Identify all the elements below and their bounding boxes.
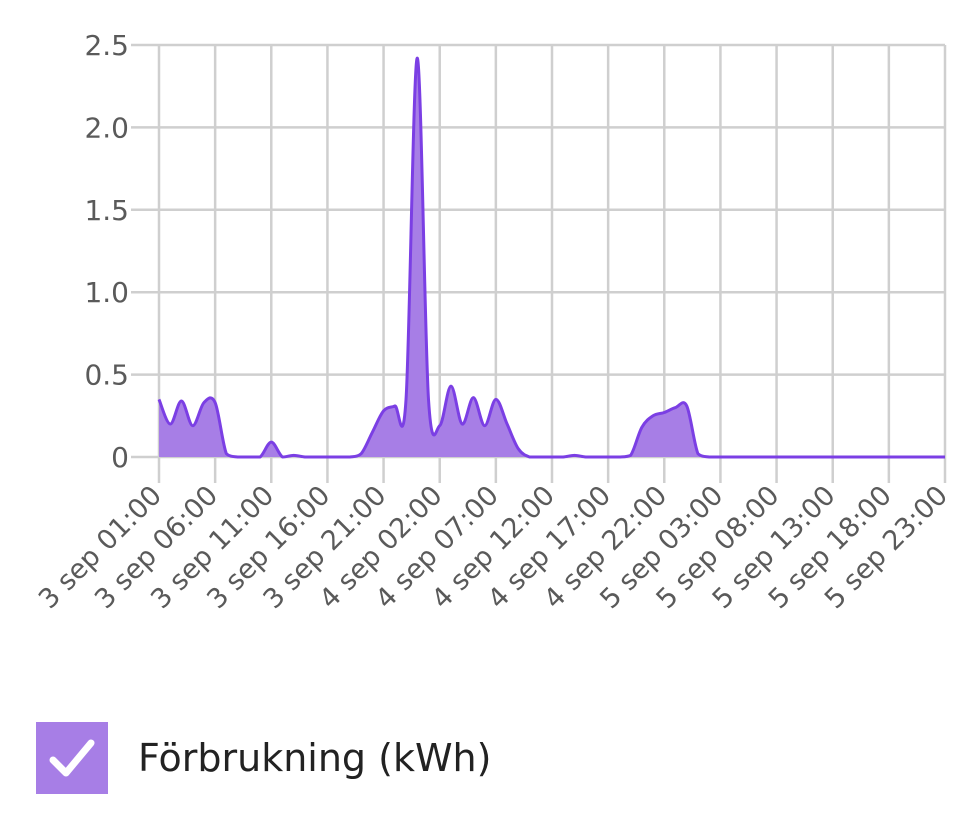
- chart-legend: Förbrukning (kWh): [36, 722, 491, 794]
- x-axis-ticks: 3 sep 01:003 sep 06:003 sep 11:003 sep 1…: [33, 480, 954, 615]
- y-tick-label: 1.5: [84, 194, 129, 227]
- y-tick-label: 0: [111, 441, 129, 474]
- legend-label: Förbrukning (kWh): [138, 736, 492, 780]
- legend-checkbox[interactable]: [36, 722, 108, 794]
- y-axis-ticks: 0 0.5 1.0 1.5 2.0 2.5: [84, 29, 129, 474]
- y-tick-label: 1.0: [84, 276, 129, 309]
- check-icon: [49, 739, 95, 777]
- chart-grid: [131, 43, 947, 483]
- series-line: [157, 56, 945, 459]
- y-tick-label: 2.0: [84, 111, 129, 144]
- consumption-chart: 0 0.5 1.0 1.5 2.0 2.5 3 sep 01:003 sep 06:003…: [33, 29, 954, 615]
- y-tick-label: 0.5: [84, 359, 129, 392]
- chart-plot-area: [157, 56, 945, 459]
- y-tick-label: 2.5: [84, 29, 129, 62]
